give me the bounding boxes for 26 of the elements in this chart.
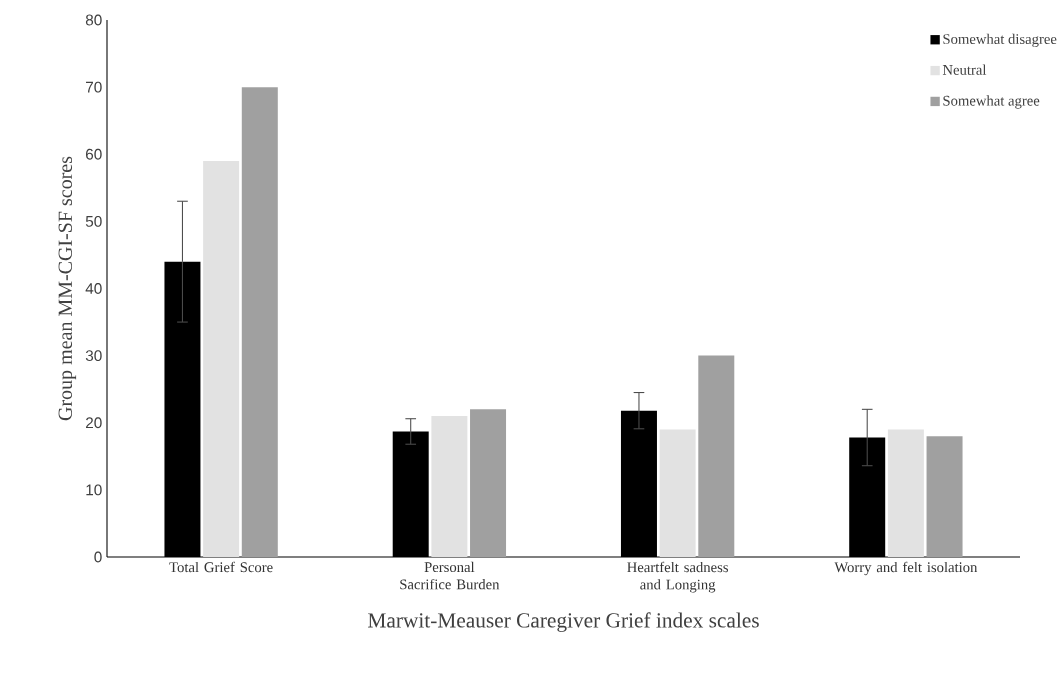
bar	[698, 355, 735, 557]
y-tick-label: 30	[85, 350, 102, 362]
x-tick-label: Personal Sacrifice Burden	[400, 561, 500, 590]
y-axis-title: Group mean MM-CGI-SF scores	[58, 156, 77, 421]
legend-label: Neutral	[942, 64, 987, 75]
bar	[926, 436, 963, 557]
x-tick-label: Worry and felt isolation	[834, 561, 978, 576]
bar	[470, 409, 507, 557]
y-tick-label: 20	[86, 417, 102, 429]
bar	[431, 416, 468, 557]
legend-label: Somewhat disagree	[943, 33, 1057, 47]
bar	[241, 87, 278, 557]
x-axis-title: Marwit-Meauser Caregiver Grief index scales	[368, 612, 759, 632]
legend-label: Somewhat agree	[943, 95, 1040, 109]
x-tick-label: Total Grief Score	[169, 561, 273, 573]
bar	[203, 160, 240, 557]
bar	[659, 429, 696, 557]
y-tick-label: 70	[86, 81, 102, 93]
y-tick-label: 50	[85, 215, 102, 227]
y-tick-label: 80	[85, 14, 102, 26]
y-tick-label: 40	[85, 283, 102, 294]
x-tick-label: Heartfelt sadness and Longing	[627, 561, 728, 593]
y-tick-label: 10	[86, 484, 102, 496]
y-tick-label: 60	[86, 148, 102, 160]
bar	[887, 429, 924, 557]
y-tick-label: 0	[94, 551, 102, 563]
